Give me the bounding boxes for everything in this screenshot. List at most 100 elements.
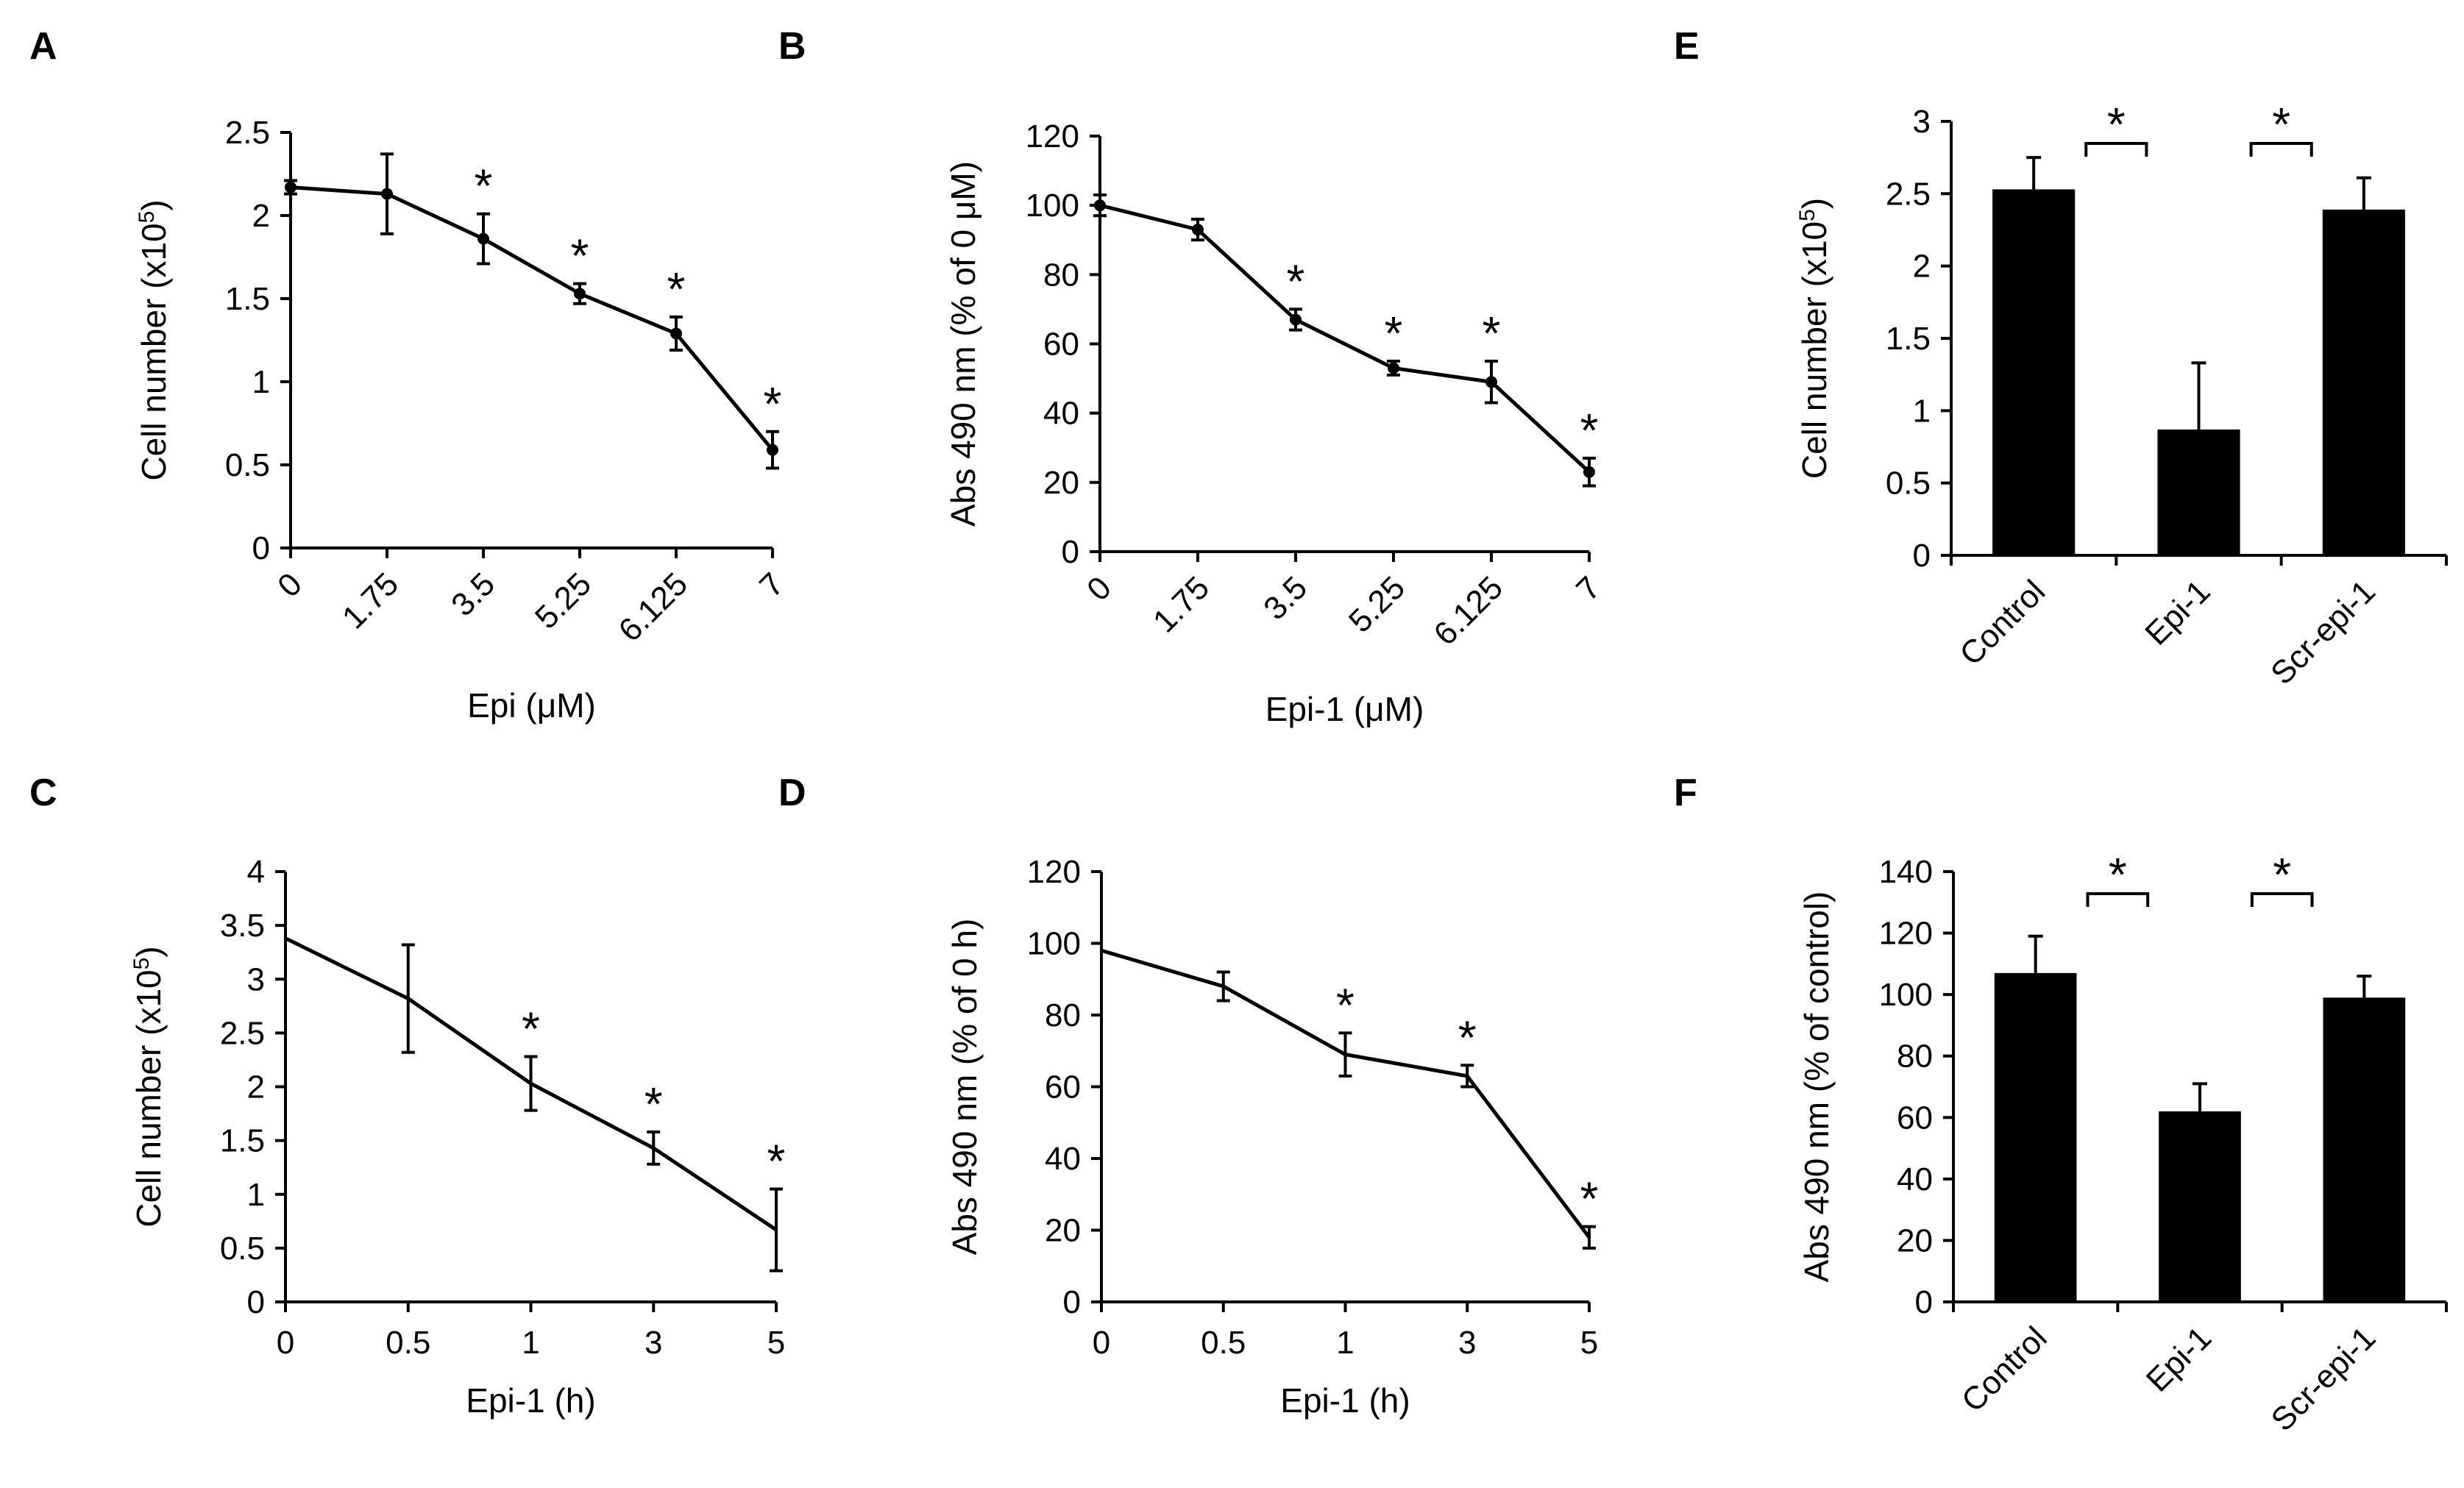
x-tick-label: Control	[1955, 1320, 2054, 1419]
x-tick-label: Scr-epi-1	[2264, 573, 2382, 691]
x-tick-label: 3.5	[444, 566, 502, 623]
x-tick-label: 0	[271, 566, 309, 604]
x-tick-label: 1.75	[1146, 569, 1216, 639]
x-tick-label: 3	[1458, 1325, 1476, 1361]
y-tick-label: 120	[1879, 916, 1933, 952]
significance-star: *	[667, 263, 686, 316]
y-tick-label: 100	[1027, 926, 1081, 962]
y-tick-label: 100	[1026, 188, 1079, 224]
data-point	[1583, 466, 1595, 478]
data-point	[767, 444, 778, 456]
bar	[1994, 972, 2077, 1302]
significance-star: *	[1580, 1172, 1599, 1225]
y-tick-label: 3	[1913, 104, 1931, 140]
significance-star: *	[645, 1078, 663, 1131]
y-tick-label: 0	[1062, 534, 1079, 570]
y-tick-label: 2.5	[1886, 176, 1931, 212]
x-tick-label: 1.75	[335, 566, 405, 636]
x-tick-label: 3.5	[1257, 569, 1314, 627]
y-axis-title-text: Cell number (x10	[1795, 221, 1833, 479]
y-tick-label: 0	[1915, 1284, 1933, 1320]
significance-star: *	[2272, 98, 2290, 151]
x-axis-title: Epi-1 (h)	[466, 1381, 595, 1420]
x-tick-label: 5.25	[528, 566, 598, 636]
y-tick-label: 140	[1879, 854, 1933, 890]
y-tick-label: 0	[1913, 538, 1931, 574]
y-tick-label: 0	[252, 530, 270, 566]
x-tick-label: 0.5	[386, 1325, 430, 1361]
x-tick-label: Control	[1953, 573, 2052, 672]
y-axis-title-end: )	[1795, 198, 1833, 209]
x-tick-label: 5.25	[1342, 569, 1412, 639]
panel-a: A 0 0.5 1 1.5 2 2.5 0 1.75 3.5 5.25 6.125 7 Cell numb…	[29, 25, 791, 725]
y-tick-label: 80	[1043, 257, 1079, 293]
y-axis-title-text: Cell number (x10	[135, 223, 173, 480]
x-tick-label: 0	[1093, 1325, 1110, 1361]
y-axis-title: Cell number (x105)	[1795, 198, 1834, 479]
y-axis-title-end: )	[135, 199, 173, 210]
y-tick-label: 100	[1879, 977, 1933, 1013]
series-line	[290, 185, 774, 452]
y-tick-label: 2	[252, 198, 270, 234]
bar	[2322, 209, 2405, 555]
y-tick-label: 1	[247, 1177, 265, 1213]
series-line	[1099, 203, 1591, 474]
y-tick-label: 120	[1026, 118, 1079, 154]
significance-star: *	[522, 1003, 540, 1056]
x-axis-title: Epi (μM)	[467, 686, 596, 725]
x-tick-label: Scr-epi-1	[2265, 1320, 2383, 1438]
y-tick-label: 0	[1063, 1284, 1081, 1320]
y-tick-label: 3.5	[220, 908, 265, 944]
bar	[2323, 997, 2406, 1302]
y-tick-label: 40	[1897, 1161, 1933, 1197]
x-tick-label: 0	[277, 1325, 294, 1361]
significance-star: *	[1287, 254, 1305, 307]
significance-bracket	[2250, 892, 2314, 907]
significance-star: *	[1385, 307, 1403, 360]
y-axis-title-end: )	[129, 946, 168, 957]
significance-star: *	[1580, 404, 1599, 457]
x-axis-title: Epi-1 (μM)	[1265, 690, 1424, 728]
y-tick-label: 60	[1045, 1069, 1081, 1106]
x-axis-title: Epi-1 (h)	[1280, 1381, 1410, 1420]
significance-bracket	[2249, 142, 2313, 157]
panel-letter: D	[778, 772, 806, 814]
y-axis-title: Cell number (x105)	[129, 946, 168, 1227]
y-tick-label: 1	[1913, 393, 1931, 429]
bar	[2159, 1111, 2241, 1302]
y-tick-label: 20	[1897, 1222, 1933, 1259]
y-tick-label: 40	[1045, 1141, 1081, 1177]
panel-letter: A	[29, 25, 57, 68]
y-tick-label: 4	[247, 854, 265, 890]
y-tick-label: 0.5	[220, 1231, 265, 1267]
y-tick-label: 20	[1045, 1213, 1081, 1249]
panel-letter: B	[778, 25, 806, 68]
significance-star: *	[2273, 848, 2291, 901]
y-tick-label: 3	[247, 961, 265, 997]
y-axis-title-sup: 5	[135, 211, 159, 224]
panel-f: F 0 20 40 60 80 100 120 140 Control Epi-1 Scr-epi-1…	[1674, 772, 2448, 1438]
significance-star: *	[767, 1134, 786, 1187]
y-tick-label: 2.5	[220, 1015, 265, 1051]
data-point	[1290, 313, 1302, 326]
x-tick-label: Epi-1	[2140, 1320, 2218, 1398]
data-point	[574, 288, 586, 300]
x-tick-label: 5	[767, 1325, 785, 1361]
y-tick-label: 80	[1045, 997, 1081, 1033]
bar	[1992, 189, 2076, 555]
significance-star: *	[2109, 848, 2127, 901]
y-axis-title-sup: 5	[1795, 209, 1819, 221]
panel-letter: E	[1674, 25, 1700, 68]
significance-star: *	[571, 229, 589, 282]
bar	[2157, 429, 2240, 555]
x-tick-label: 0	[1080, 569, 1118, 608]
data-point	[1388, 362, 1399, 374]
y-axis-title-text: Cell number (x10	[129, 969, 168, 1227]
x-tick-label: 5	[1580, 1325, 1598, 1361]
data-point	[477, 232, 489, 245]
y-axis-title: Abs 490 nm (% of 0 h)	[945, 919, 984, 1256]
y-tick-label: 1.5	[225, 281, 270, 317]
y-tick-label: 0.5	[225, 447, 270, 483]
